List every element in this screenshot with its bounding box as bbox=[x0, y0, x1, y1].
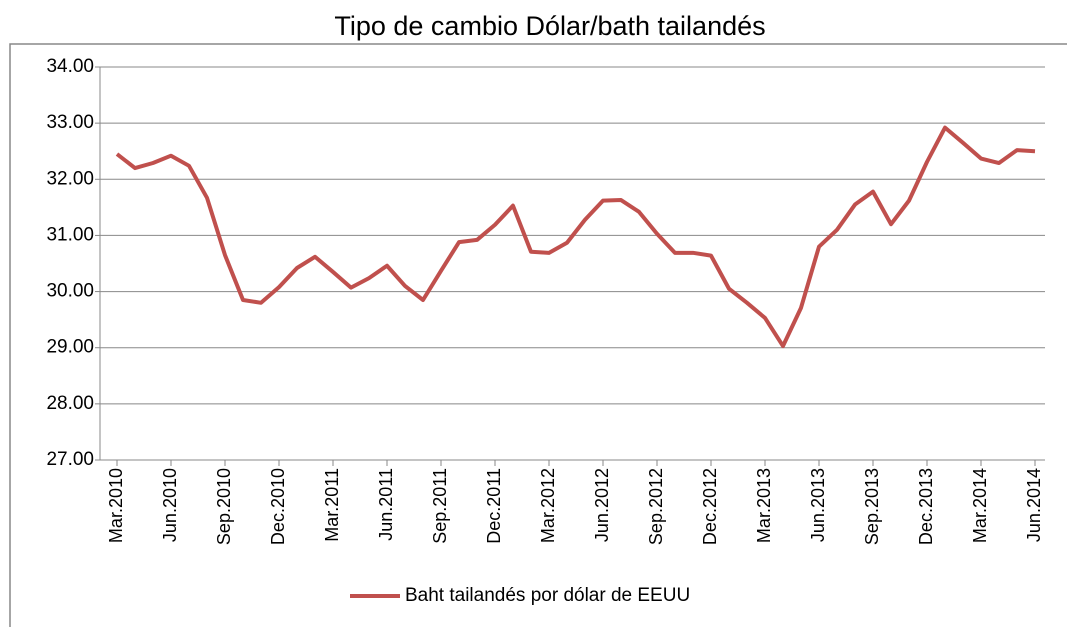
y-tick-label: 27.00 bbox=[46, 449, 94, 470]
x-tick-label: Jun.2010 bbox=[160, 468, 180, 542]
x-tick-label: Dec.2012 bbox=[700, 468, 720, 545]
y-tick-label: 33.00 bbox=[46, 112, 94, 133]
y-tick-label: 32.00 bbox=[46, 168, 94, 189]
x-tick-label: Mar.2010 bbox=[106, 468, 126, 543]
x-tick-label: Dec.2013 bbox=[916, 468, 936, 545]
x-tick-label: Dec.2011 bbox=[484, 468, 504, 544]
y-tick-label: 29.00 bbox=[46, 337, 94, 358]
x-tick-label: Sep.2010 bbox=[214, 468, 234, 545]
x-tick-label: Jun.2011 bbox=[376, 468, 396, 541]
x-tick-label: Mar.2012 bbox=[538, 468, 558, 543]
x-tick-label: Sep.2011 bbox=[430, 468, 450, 544]
chart-frame bbox=[9, 43, 1067, 627]
y-tick-label: 34.00 bbox=[46, 56, 94, 77]
chart-title: Tipo de cambio Dólar/bath tailandés bbox=[334, 11, 765, 41]
x-tick-label: Mar.2011 bbox=[322, 468, 342, 542]
x-tick-label: Sep.2012 bbox=[646, 468, 666, 545]
y-tick-label: 31.00 bbox=[46, 224, 94, 245]
x-tick-label: Jun.2012 bbox=[592, 468, 612, 542]
x-tick-label: Mar.2013 bbox=[754, 468, 774, 543]
line-series bbox=[115, 125, 1036, 349]
legend-label: Baht tailandés por dólar de EEUU bbox=[405, 585, 690, 606]
x-tick-label: Sep.2013 bbox=[862, 468, 882, 545]
x-tick-label: Jun.2013 bbox=[808, 468, 828, 542]
x-tick-label: Dec.2010 bbox=[268, 468, 288, 545]
x-tick-label: Mar.2014 bbox=[970, 468, 990, 543]
y-tick-label: 28.00 bbox=[46, 393, 94, 414]
y-tick-label: 30.00 bbox=[46, 281, 94, 302]
x-tick-label: Jun.2014 bbox=[1024, 468, 1044, 542]
